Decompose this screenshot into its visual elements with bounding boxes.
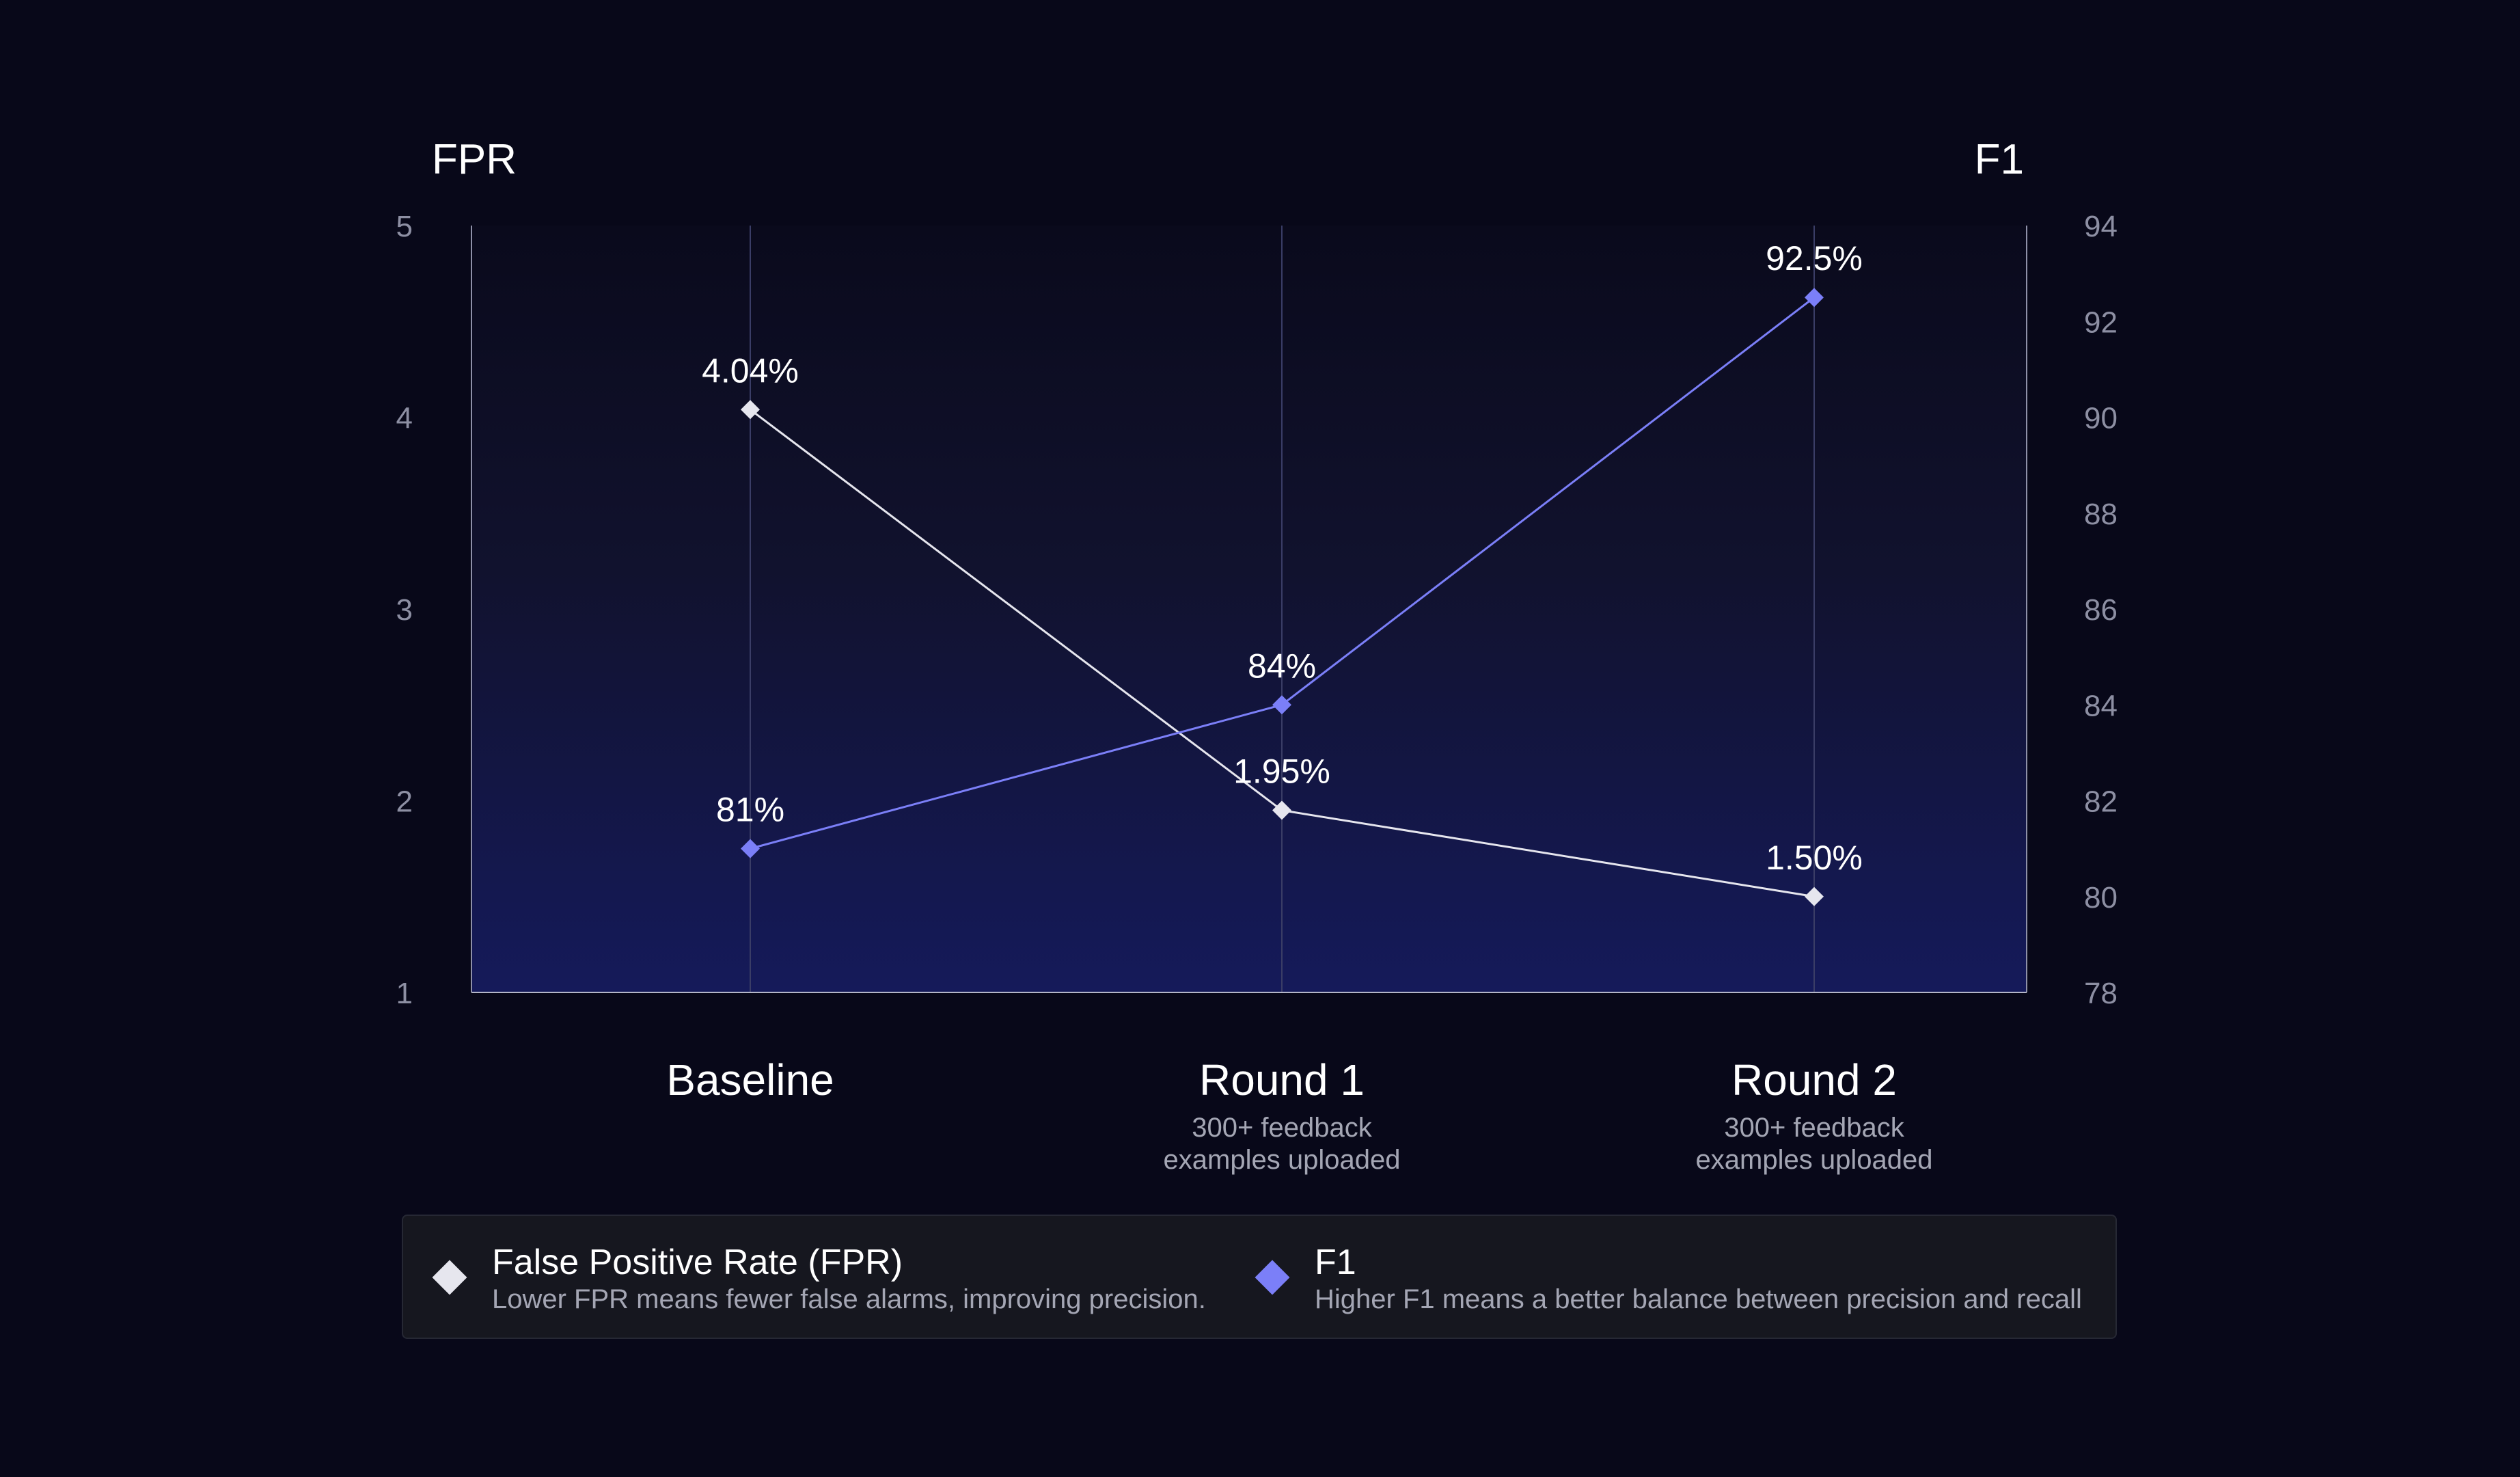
category-label-2: Round 2 xyxy=(1731,1055,1897,1105)
category-sublabel: examples uploaded xyxy=(1164,1145,1401,1175)
right-tick-label: 94 xyxy=(2084,210,2118,243)
right-tick-label: 90 xyxy=(2084,402,2118,435)
fpr-point-0 xyxy=(741,400,760,420)
right-tick-label: 92 xyxy=(2084,306,2118,339)
legend-desc-fpr: Lower FPR means fewer false alarms, impr… xyxy=(492,1284,1206,1314)
right-tick-label: 78 xyxy=(2084,977,2118,1010)
left-tick-label: 5 xyxy=(396,210,413,243)
right-tick-label: 88 xyxy=(2084,498,2118,531)
category-sublabel: 300+ feedback xyxy=(1192,1113,1373,1143)
right-tick-label: 82 xyxy=(2084,785,2118,819)
legend-title-f1: F1 xyxy=(1315,1243,1356,1282)
left-axis-title: FPR xyxy=(432,136,517,183)
right-tick-label: 84 xyxy=(2084,689,2118,722)
right-axis-title: F1 xyxy=(1975,136,2024,183)
legend-item-fpr: False Positive Rate (FPR) Lower FPR mean… xyxy=(403,1216,1223,1338)
left-tick-label: 1 xyxy=(396,977,413,1010)
f1-data-label-1: 84% xyxy=(1248,647,1316,685)
f1-data-label-2: 92.5% xyxy=(1766,239,1863,277)
category-sublabel: 300+ feedback xyxy=(1724,1113,1905,1143)
f1-data-label-0: 81% xyxy=(716,791,784,829)
fpr-data-label-2: 1.50% xyxy=(1766,839,1863,877)
fpr-data-label-1: 1.95% xyxy=(1233,753,1330,791)
plot-area xyxy=(471,226,2027,992)
category-label-0: Baseline xyxy=(666,1055,834,1105)
legend-item-f1: F1 Higher F1 means a better balance betw… xyxy=(1226,1216,2114,1338)
fpr-point-2 xyxy=(1805,886,1824,906)
fpr-diamond-icon xyxy=(432,1260,467,1295)
category-label-1: Round 1 xyxy=(1199,1055,1365,1105)
left-tick-label: 3 xyxy=(396,593,413,627)
fpr-data-label-0: 4.04% xyxy=(702,351,799,390)
legend-title-fpr: False Positive Rate (FPR) xyxy=(492,1243,903,1282)
f1-point-1 xyxy=(1272,695,1291,715)
f1-point-0 xyxy=(741,839,760,858)
right-tick-label: 80 xyxy=(2084,881,2118,914)
left-tick-label: 4 xyxy=(396,402,413,435)
right-tick-label: 86 xyxy=(2084,593,2118,627)
f1-diamond-icon xyxy=(1255,1260,1290,1295)
category-sublabel: examples uploaded xyxy=(1696,1145,1933,1175)
legend: False Positive Rate (FPR) Lower FPR mean… xyxy=(402,1215,2117,1339)
fpr-point-1 xyxy=(1272,800,1291,820)
f1-point-2 xyxy=(1805,288,1824,308)
legend-desc-f1: Higher F1 means a better balance between… xyxy=(1315,1284,2082,1314)
left-tick-label: 2 xyxy=(396,785,413,819)
